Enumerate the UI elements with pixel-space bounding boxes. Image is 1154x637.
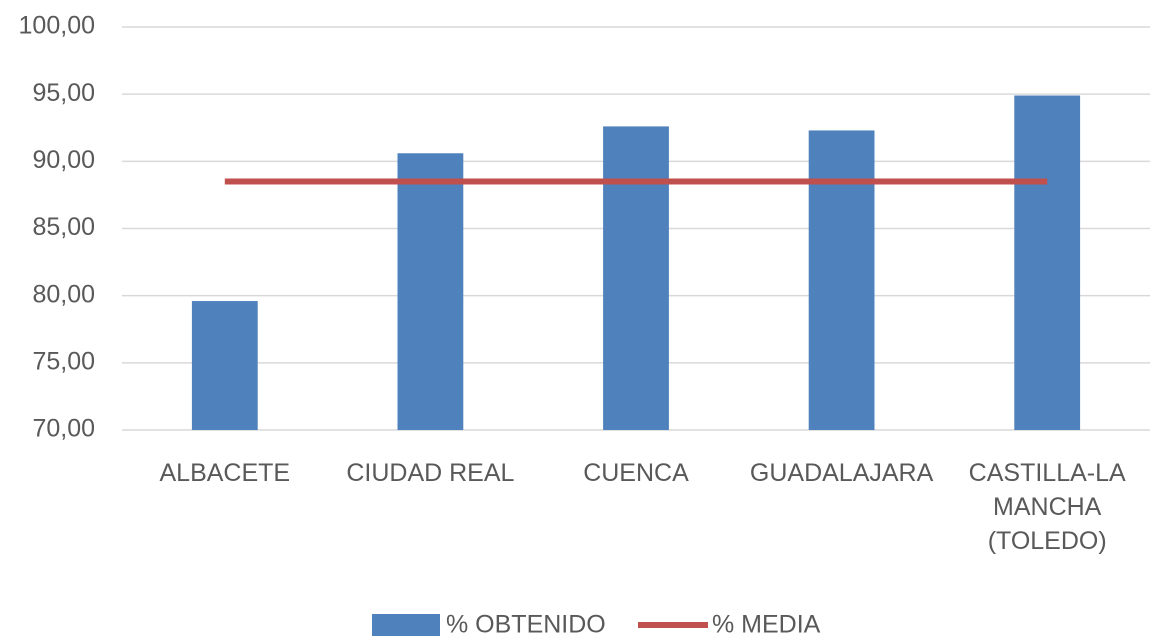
y-tick-label: 95,00 [32,79,95,107]
bar [808,130,875,431]
y-tick-label: 85,00 [32,213,95,241]
bar [397,153,464,431]
y-tick-label: 100,00 [19,12,95,40]
x-tick-label: GUADALAJARA [749,459,934,487]
bar [191,301,258,430]
y-tick-label: 90,00 [32,146,95,174]
x-tick-label: CIUDAD REAL [346,459,515,487]
legend-label: % OBTENIDO [446,611,606,637]
y-tick-label: 80,00 [32,280,95,308]
bar [1014,95,1081,430]
legend-swatch [372,614,440,636]
x-tick-label: CASTILLA-LA MANCHA (TOLEDO) [968,459,1126,555]
legend-label: % MEDIA [712,611,821,637]
y-tick-label: 75,00 [32,347,95,375]
x-tick-label: CUENCA [583,459,689,487]
x-tick-label: ALBACETE [159,459,291,487]
y-tick-label: 70,00 [32,415,95,443]
bar [603,126,669,430]
